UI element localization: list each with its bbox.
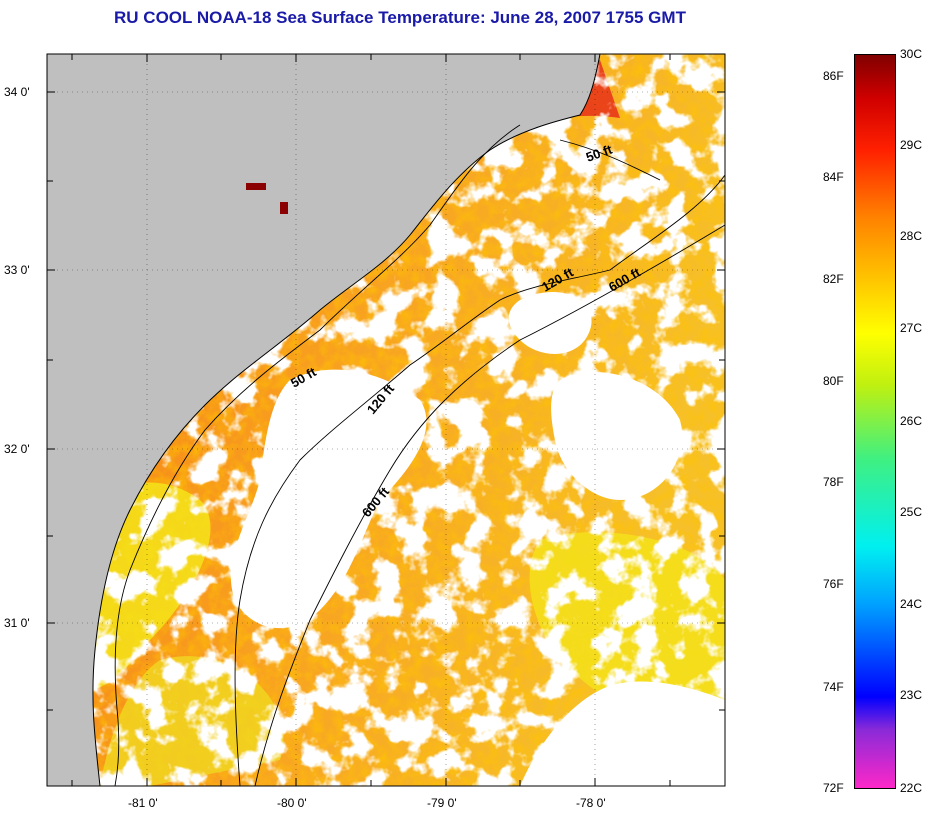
colorbar-c-label: 22C [900, 781, 923, 795]
colorbar-f-label: 82F [823, 272, 844, 286]
coastline [92, 54, 601, 786]
cloud-east [551, 372, 682, 500]
colorbar-f-label: 74F [823, 680, 844, 694]
colorbar-f-label: 84F [823, 170, 844, 184]
colorbar-f-label: 76F [823, 577, 844, 591]
colorbar-f-label: 78F [823, 475, 844, 489]
isobath-600ft [254, 224, 725, 786]
axis-ticks [47, 54, 725, 786]
colorbar-f-label: 86F [823, 69, 844, 83]
colorbar-c-label: 26C [900, 414, 923, 428]
colorbar-c-label: 30C [900, 47, 923, 61]
lon-label: -81 0' [128, 796, 158, 810]
inland-lake-spot [246, 183, 266, 190]
colorbar-c-label: 25C [900, 505, 923, 519]
chart-title: RU COOL NOAA-18 Sea Surface Temperature:… [114, 8, 686, 27]
lon-label: -80 0' [277, 796, 307, 810]
colorbar-c-label: 23C [900, 688, 923, 702]
colorbar-c-label: 24C [900, 597, 923, 611]
colorbar-gradient [854, 54, 896, 789]
lat-label: 32 0' [4, 442, 30, 456]
colorbar-f-label: 72F [823, 781, 844, 795]
lon-label: -78 0' [576, 796, 606, 810]
colorbar-c-label: 29C [900, 138, 923, 152]
lat-label: 31 0' [4, 616, 30, 630]
graticule [47, 54, 725, 786]
isobath-120ft [234, 174, 725, 786]
colorbar-c-label: 27C [900, 321, 923, 335]
map-frame [46, 53, 726, 787]
cloud-large [230, 369, 427, 629]
cloud-nw [508, 291, 592, 354]
lat-label: 34 0' [4, 85, 30, 99]
isobath-50ft [114, 124, 661, 786]
colorbar-c-label: 28C [900, 229, 923, 243]
inland-lake-spot-2 [280, 202, 288, 214]
cloud-south [520, 681, 725, 786]
temperature-colorbar [854, 54, 896, 789]
lon-label: -79 0' [427, 796, 457, 810]
lat-label: 33 0' [4, 263, 30, 277]
land-mass [47, 54, 600, 786]
colorbar-f-label: 80F [823, 374, 844, 388]
